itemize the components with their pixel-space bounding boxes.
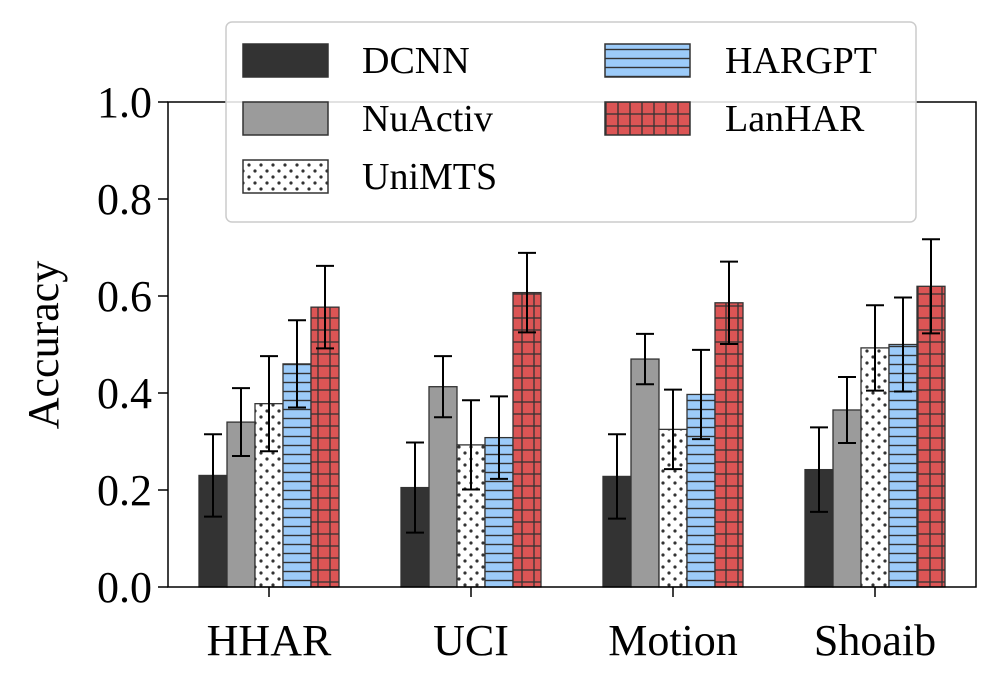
legend-label-nuactiv: NuActiv: [362, 98, 493, 140]
error-bar-lanhar-hhar: [316, 264, 334, 350]
x-tick-label-uci: UCI: [433, 616, 509, 665]
error-bar-dcnn-shoaib: [810, 426, 828, 513]
legend-item-lanhar: LanHAR: [604, 98, 865, 140]
legend-label-lanhar: LanHAR: [725, 98, 865, 140]
y-tick-label: 1.0: [97, 78, 152, 127]
error-bar-unimts-hhar: [260, 355, 278, 453]
legend-swatch-unimts: [242, 159, 329, 194]
legend-item-hargpt: HARGPT: [604, 40, 877, 82]
error-bar-hargpt-uci: [490, 395, 508, 480]
legend-item-unimts: UniMTS: [242, 156, 497, 198]
y-axis: 0.0 0.2 0.4 0.6 0.8 1.0: [97, 78, 168, 612]
x-tick-label-shoaib: Shoaib: [814, 616, 936, 665]
legend-swatch-dcnn: [242, 43, 329, 78]
error-bar-hargpt-shoaib: [894, 296, 912, 393]
error-bar-nuactiv-hhar: [232, 387, 250, 458]
error-bar-dcnn-uci: [406, 441, 424, 534]
y-tick-label: 0.4: [97, 369, 152, 418]
error-bar-unimts-motion: [664, 388, 682, 471]
error-bar-unimts-uci: [462, 399, 480, 491]
bar-lanhar-shoaib: [916, 285, 946, 588]
bars-layer: [198, 285, 946, 588]
legend-label-unimts: UniMTS: [362, 156, 497, 198]
legend-item-nuactiv: NuActiv: [242, 98, 493, 140]
bar-lanhar-uci: [512, 291, 542, 588]
legend: DCNN NuActiv UniMTS HARGPT LanHAR: [225, 21, 917, 223]
x-axis: HHAR UCI Motion Shoaib: [207, 587, 936, 665]
x-tick-label-motion: Motion: [608, 616, 738, 665]
legend-label-dcnn: DCNN: [362, 40, 470, 82]
bar-nuactiv-motion: [630, 358, 660, 588]
error-bar-dcnn-hhar: [204, 433, 222, 518]
legend-swatch-lanhar: [604, 101, 691, 136]
legend-label-hargpt: HARGPT: [725, 40, 877, 82]
y-tick-label: 0.2: [97, 466, 152, 515]
error-bar-hargpt-hhar: [288, 319, 306, 409]
errorbars-layer: [204, 238, 940, 534]
bar-lanhar-motion: [714, 302, 744, 588]
y-axis-label: Accuracy: [19, 261, 68, 430]
legend-frame: [225, 21, 917, 223]
error-bar-dcnn-motion: [608, 433, 626, 520]
error-bar-lanhar-uci: [518, 251, 536, 334]
error-bar-lanhar-motion: [720, 260, 738, 346]
legend-item-dcnn: DCNN: [242, 40, 470, 82]
y-tick-label: 0.6: [97, 272, 152, 321]
error-bar-lanhar-shoaib: [922, 238, 940, 335]
error-bar-nuactiv-shoaib: [838, 375, 856, 444]
legend-swatch-nuactiv: [242, 101, 329, 136]
error-bar-nuactiv-uci: [434, 355, 452, 419]
error-bar-hargpt-motion: [692, 348, 710, 441]
x-tick-label-hhar: HHAR: [207, 616, 332, 665]
error-bar-nuactiv-motion: [636, 332, 654, 386]
y-tick-label: 0.8: [97, 175, 152, 224]
y-tick-label: 0.0: [97, 563, 152, 612]
legend-swatch-hargpt: [604, 43, 691, 78]
error-bar-unimts-shoaib: [866, 304, 884, 392]
